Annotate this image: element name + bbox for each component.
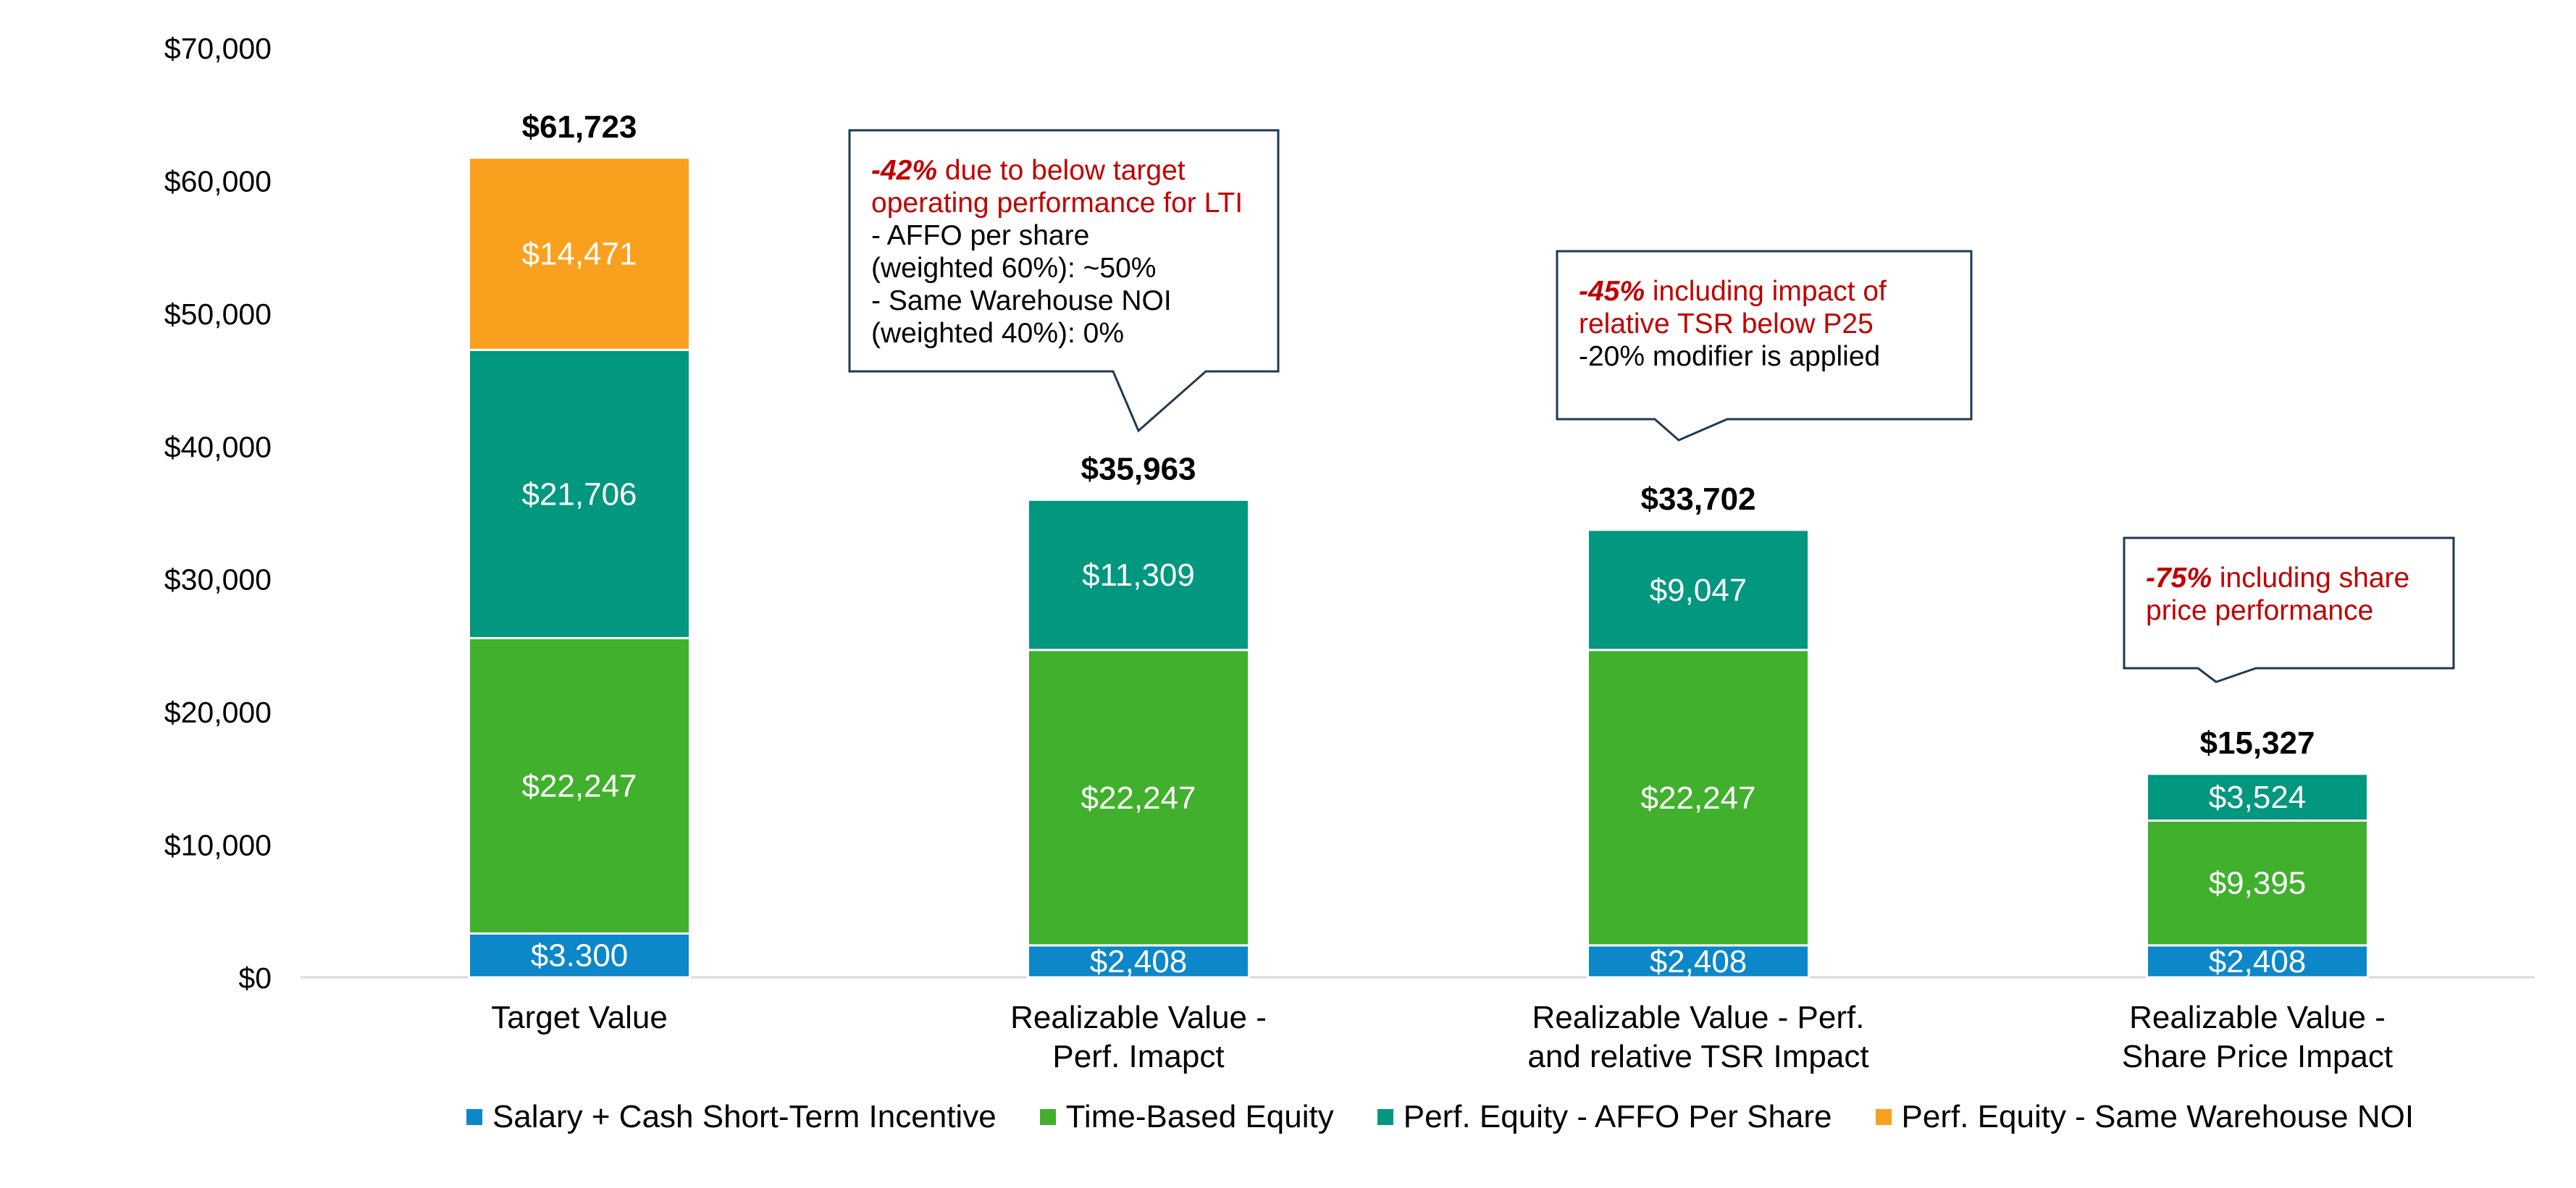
annotation-text: -45% including impact of	[1579, 276, 1887, 307]
annotation-callout	[848, 129, 1280, 433]
x-tick-label: Realizable Value -	[2129, 1000, 2386, 1035]
annotation-callout	[1556, 250, 1973, 442]
bar-segment	[2146, 944, 2369, 979]
bar-segment	[1587, 944, 1810, 979]
bar-segment	[468, 156, 691, 351]
x-tick-label: Target Value	[491, 1000, 668, 1035]
total-label: $33,702	[1640, 481, 1755, 517]
data-label: $2,408	[2209, 944, 2307, 980]
annotation-run: relative TSR below P25	[1579, 308, 1874, 340]
data-label: $11,309	[1082, 557, 1195, 593]
y-tick-label: $30,000	[164, 563, 272, 597]
y-tick-label: $60,000	[164, 164, 272, 198]
annotation-text: -75% including share	[2146, 563, 2409, 594]
annotation-run: -42%	[871, 155, 937, 186]
data-label: $3.300	[531, 938, 629, 974]
y-tick-label: $10,000	[164, 829, 272, 862]
x-tick-label: Realizable Value -	[1010, 1000, 1267, 1035]
legend-label-salary: Salary + Cash Short-Term Incentive	[492, 1099, 997, 1134]
annotation-run: including share	[2212, 563, 2409, 594]
x-tick-label: Realizable Value - Perf.	[1532, 1000, 1865, 1035]
bar-segment	[1587, 649, 1810, 947]
y-tick-label: $0	[238, 961, 272, 995]
annotation-text: operating performance for LTI	[871, 188, 1243, 219]
data-label: $22,247	[521, 768, 637, 804]
annotation-text: - AFFO per share	[871, 220, 1089, 251]
annotation-text: relative TSR below P25	[1579, 308, 1874, 340]
y-tick-label: $70,000	[164, 32, 272, 65]
bar-segment	[1027, 649, 1250, 947]
legend-label-affo: Perf. Equity - AFFO Per Share	[1403, 1099, 1832, 1134]
annotation-text: -20% modifier is applied	[1579, 341, 1880, 372]
annotation-text: price performance	[2146, 595, 2373, 626]
bar-segment	[468, 932, 691, 979]
y-tick-label: $20,000	[164, 696, 272, 729]
annotation-run: including impact of	[1645, 276, 1887, 307]
data-label: $21,706	[521, 476, 637, 512]
data-label: $3,524	[2209, 780, 2307, 815]
data-label: $22,247	[1640, 780, 1755, 816]
annotation-text: -42% due to below target	[871, 155, 1186, 186]
bar-segment	[1587, 528, 1810, 652]
legend-item-affo: Perf. Equity - AFFO Per Share	[1377, 1099, 1832, 1135]
y-tick-label: $40,000	[164, 430, 272, 463]
legend-swatch-time-based-equity	[1039, 1109, 1056, 1125]
bar-segment	[2146, 772, 2369, 822]
legend-item-salary: Salary + Cash Short-Term Incentive	[466, 1099, 997, 1135]
legend-item-time-based-equity: Time-Based Equity	[1039, 1099, 1334, 1135]
data-label: $9,395	[2209, 866, 2307, 901]
data-label: $2,408	[1090, 944, 1188, 980]
legend-swatch-noi	[1875, 1109, 1892, 1125]
legend-label-time-based-equity: Time-Based Equity	[1065, 1099, 1334, 1134]
annotation-run: -75%	[2146, 563, 2212, 594]
legend-swatch-affo	[1377, 1109, 1393, 1125]
total-label: $15,327	[2199, 725, 2315, 761]
total-label: $35,963	[1081, 451, 1196, 486]
x-tick-label: Perf. Imapct	[1052, 1039, 1224, 1074]
annotation-run: price performance	[2146, 595, 2373, 626]
annotation-callout	[2123, 536, 2455, 683]
legend-swatch-salary	[466, 1109, 482, 1125]
annotation-run: (weighted 60%): ~50%	[871, 253, 1157, 284]
data-label: $22,247	[1081, 780, 1196, 816]
data-label: $2,408	[1650, 944, 1748, 980]
total-label: $61,723	[521, 109, 637, 145]
annotation-run: operating performance for LTI	[871, 188, 1243, 219]
chart-legend: Salary + Cash Short-Term Incentive Time-…	[0, 1099, 2576, 1135]
annotation-run: -45%	[1579, 276, 1645, 307]
bar-segment	[468, 636, 691, 935]
data-label: $14,471	[521, 237, 637, 272]
annotation-run: - Same Warehouse NOI	[871, 285, 1172, 316]
annotation-run: -20% modifier is applied	[1579, 341, 1880, 372]
y-tick-label: $50,000	[164, 298, 272, 331]
data-label: $9,047	[1650, 573, 1748, 608]
bar-segment	[1027, 944, 1250, 979]
annotation-text: (weighted 40%): 0%	[871, 318, 1124, 349]
annotation-text: - Same Warehouse NOI	[871, 285, 1172, 316]
annotation-run: - AFFO per share	[871, 220, 1089, 251]
annotation-text: (weighted 60%): ~50%	[871, 253, 1157, 284]
legend-item-noi: Perf. Equity - Same Warehouse NOI	[1875, 1099, 2415, 1135]
bar-segment	[1027, 498, 1250, 652]
legend-label-noi: Perf. Equity - Same Warehouse NOI	[1901, 1099, 2415, 1134]
x-tick-label: Share Price Impact	[2122, 1039, 2393, 1074]
bar-segment	[2146, 819, 2369, 947]
annotation-run: (weighted 40%): 0%	[871, 318, 1124, 349]
annotation-run: due to below target	[937, 155, 1186, 186]
x-tick-label: and relative TSR Impact	[1527, 1039, 1868, 1074]
